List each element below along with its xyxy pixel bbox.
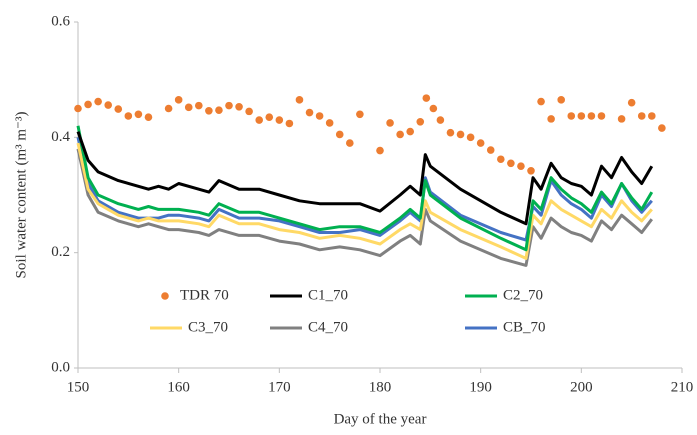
data-point xyxy=(547,115,555,123)
data-point xyxy=(456,130,465,139)
data-point xyxy=(658,124,666,132)
legend-marker xyxy=(161,292,169,300)
data-point xyxy=(114,105,123,113)
data-point xyxy=(84,100,92,109)
legend-label: C4_70 xyxy=(308,319,348,335)
data-point xyxy=(275,116,284,124)
data-point xyxy=(416,117,425,126)
x-tick-label: 170 xyxy=(268,379,291,395)
x-tick-label: 200 xyxy=(570,379,593,395)
data-point xyxy=(335,130,344,139)
series-line xyxy=(76,148,653,267)
series-line xyxy=(76,136,653,242)
data-point xyxy=(376,146,384,155)
y-tick-label: 0.4 xyxy=(51,129,70,145)
legend-label: TDR 70 xyxy=(180,287,229,303)
data-point xyxy=(74,104,82,113)
data-point xyxy=(346,139,354,147)
data-point xyxy=(205,107,213,115)
data-point xyxy=(627,98,636,107)
y-axis-title: Soil water content (m³ m⁻³) xyxy=(13,112,29,279)
data-point xyxy=(285,119,294,128)
legend-label: C2_70 xyxy=(503,287,543,303)
x-tick-label: 180 xyxy=(369,379,392,395)
data-point xyxy=(617,115,626,123)
data-point xyxy=(422,94,431,102)
data-point xyxy=(446,128,455,137)
data-point xyxy=(164,104,173,113)
data-point xyxy=(507,159,515,168)
data-point xyxy=(436,116,445,124)
y-tick-label: 0.6 xyxy=(51,13,70,29)
legend-label: C1_70 xyxy=(308,287,348,303)
x-tick-label: 210 xyxy=(671,379,694,395)
x-axis-title: Day of the year xyxy=(334,411,427,427)
data-point xyxy=(597,112,606,120)
data-point xyxy=(225,101,233,110)
data-point xyxy=(94,97,102,106)
series-line xyxy=(76,125,654,252)
x-tick-label: 160 xyxy=(167,379,190,395)
data-point xyxy=(174,96,183,104)
data-point xyxy=(124,112,133,120)
data-point xyxy=(406,127,415,136)
data-point xyxy=(245,107,253,116)
data-point xyxy=(497,155,505,164)
data-point xyxy=(537,97,545,106)
data-point xyxy=(104,101,112,109)
data-point xyxy=(396,130,404,139)
data-point xyxy=(356,110,364,119)
data-point xyxy=(476,139,485,147)
data-point xyxy=(215,106,223,115)
data-point xyxy=(305,108,314,117)
series-line xyxy=(76,142,653,260)
legend-label: CB_70 xyxy=(503,319,546,335)
data-point xyxy=(134,110,143,119)
data-point xyxy=(577,112,586,120)
data-point xyxy=(517,162,525,170)
data-point xyxy=(265,113,274,121)
data-point xyxy=(255,116,263,124)
data-point xyxy=(235,102,243,111)
data-point xyxy=(184,103,193,112)
legend-label: C3_70 xyxy=(188,319,228,335)
y-tick-label: 0.2 xyxy=(51,244,70,260)
data-point xyxy=(315,112,324,120)
data-point xyxy=(386,119,394,127)
series-line xyxy=(76,131,654,226)
data-point xyxy=(295,96,304,104)
x-tick-label: 150 xyxy=(67,379,90,395)
data-point xyxy=(195,101,203,110)
data-point xyxy=(587,112,596,120)
data-point xyxy=(486,146,495,154)
data-point xyxy=(637,112,646,120)
data-point xyxy=(527,166,535,175)
data-point xyxy=(466,133,475,142)
data-point xyxy=(557,96,565,104)
data-point xyxy=(567,112,576,120)
x-tick-label: 190 xyxy=(469,379,492,395)
data-point xyxy=(648,112,656,120)
y-tick-label: 0.0 xyxy=(51,359,70,375)
data-point xyxy=(325,119,334,127)
data-point xyxy=(144,113,153,121)
data-point xyxy=(429,104,438,113)
